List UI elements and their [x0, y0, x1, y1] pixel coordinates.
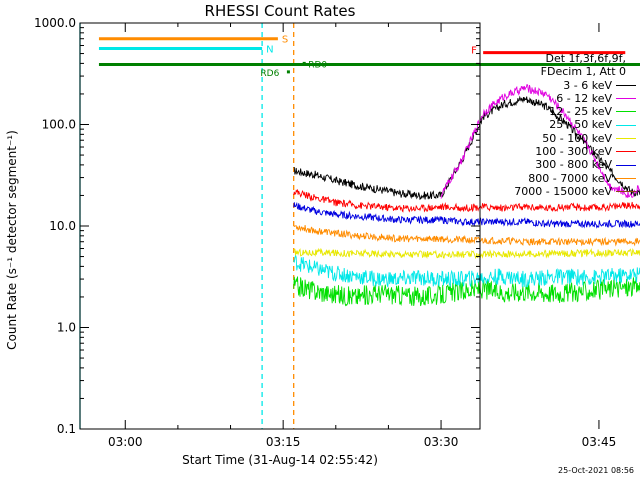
annotation-bar-label: N [266, 45, 273, 56]
axes: 0.1 1.0 10.0 100.0 1000.0 03:00 03:15 03:30 03:4… [34, 16, 617, 449]
plot-frame [79, 22, 481, 430]
legend-entry-label: 25 - 50 keV [549, 118, 612, 132]
legend-entry: 50 - 100 keV [480, 132, 636, 145]
legend-entry: 100 - 300 keV [480, 145, 636, 158]
series-line [293, 276, 640, 307]
series-line [293, 95, 640, 201]
legend-entry: 300 - 800 keV [480, 158, 636, 171]
legend-entry-label: 12 - 25 keV [549, 105, 612, 119]
series-line [293, 253, 640, 288]
legend-swatch [616, 137, 636, 139]
annotation-point [302, 61, 306, 65]
legend-entry: 7000 - 15000 keV [480, 185, 636, 198]
legend-swatch [616, 111, 636, 113]
annotation-label: RD0 [308, 60, 327, 70]
legend-swatch [616, 124, 636, 126]
chart-title: RHESSI Count Rates [204, 2, 356, 20]
legend-entry: 12 - 25 keV [480, 105, 636, 118]
legend-entries: 3 - 6 keV 6 - 12 keV 12 - 25 keV 25 - 50 ke… [480, 79, 636, 199]
legend-entry: 6 - 12 keV [480, 92, 636, 105]
legend-entry-label: 3 - 6 keV [563, 78, 612, 92]
series-line [293, 225, 640, 247]
legend-swatch [616, 84, 636, 86]
series-line [293, 247, 640, 260]
legend-swatch [616, 98, 636, 100]
y-tick-label: 1.0 [57, 321, 76, 335]
annotation-bars [98, 37, 640, 67]
y-axis-label-wrap: Count Rate (s⁻¹ detector segment⁻¹) [2, 130, 22, 350]
y-tick-label: 100.0 [42, 118, 76, 132]
annotation-bar-label: S [282, 35, 288, 46]
legend-entry-label: 300 - 800 keV [535, 158, 612, 172]
legend-entry-label: 800 - 7000 keV [528, 171, 612, 185]
y-axis-label: Count Rate (s⁻¹ detector segment⁻¹) [5, 130, 19, 350]
series-line [440, 84, 640, 199]
y-tick-label: 0.1 [57, 422, 76, 436]
legend-swatch [616, 164, 636, 166]
legend-entry-label: 7000 - 15000 keV [514, 184, 612, 198]
y-tick-label: 1000.0 [34, 16, 76, 30]
series-line [293, 201, 640, 229]
x-tick-label: 03:30 [424, 435, 459, 449]
x-axis-label: Start Time (31-Aug-14 02:55:42) [182, 453, 378, 467]
legend-entry-label: 100 - 300 keV [535, 145, 612, 159]
legend-entry-label: 6 - 12 keV [556, 91, 612, 105]
annotation-label: RD6 [260, 69, 279, 79]
legend-entry-label: 50 - 100 keV [542, 131, 612, 145]
x-tick-label: 03:15 [266, 435, 301, 449]
annotation-bar-label: F [471, 46, 477, 57]
legend-entry: 3 - 6 keV [480, 79, 636, 92]
y-tick-label: 10.0 [49, 219, 76, 233]
legend-swatch [616, 177, 636, 179]
series-line [293, 189, 640, 213]
legend: Det 1f,3f,6f,9f, FDecim 1, Att 0 3 - 6 k… [480, 52, 636, 198]
annotation-point [286, 70, 290, 74]
legend-entry: 25 - 50 keV [480, 118, 636, 131]
legend-header-line-2: FDecim 1, Att 0 [540, 65, 626, 79]
timestamp: 25-Oct-2021 08:56 [558, 466, 634, 475]
series-group [293, 84, 640, 307]
annotation-labels: SN F RD0 RD6 [260, 35, 477, 79]
legend-swatch [616, 191, 636, 193]
x-tick-label: 03:00 [108, 435, 143, 449]
x-tick-label: 03:45 [582, 435, 617, 449]
legend-entry: 800 - 7000 keV [480, 172, 636, 185]
legend-header-line-1: Det 1f,3f,6f,9f, [545, 52, 626, 65]
legend-swatch [616, 151, 636, 153]
